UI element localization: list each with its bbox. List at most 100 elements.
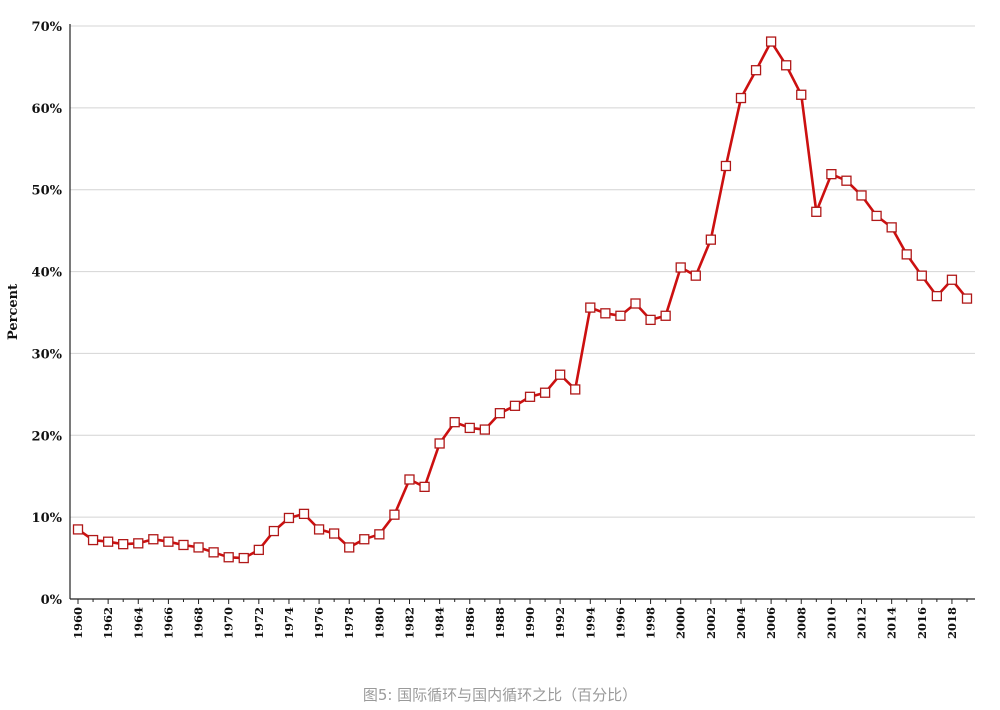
x-tick-label: 1968 — [192, 607, 206, 639]
data-point-marker — [615, 310, 626, 321]
data-point-marker — [374, 529, 385, 540]
data-point-marker — [630, 298, 641, 309]
data-point-marker — [464, 422, 475, 434]
x-tick-label: 1994 — [583, 607, 597, 639]
x-tick-label: 1976 — [312, 607, 326, 639]
x-tick-label: 1986 — [463, 607, 477, 639]
data-point-marker — [570, 384, 581, 395]
data-point-marker — [765, 36, 777, 47]
data-point-marker — [720, 160, 732, 172]
data-point-marker — [223, 552, 234, 563]
data-point-marker — [434, 438, 445, 449]
data-point-marker — [841, 175, 852, 186]
y-tick-label: 70% — [32, 20, 63, 35]
data-point-marker — [494, 408, 506, 419]
data-point-marker — [705, 234, 716, 245]
y-axis-label: Percent — [6, 284, 21, 340]
data-point-marker — [555, 369, 566, 380]
y-tick-label: 30% — [32, 347, 63, 362]
x-tick-label: 1978 — [342, 607, 356, 639]
y-tick-label: 40% — [32, 266, 63, 281]
data-point-marker — [87, 534, 99, 546]
data-point-marker — [901, 249, 912, 260]
y-tick-labels: 0% 10% 20% 30% 40% 50% 60% 70% — [32, 20, 63, 608]
data-point-marker — [600, 308, 611, 319]
x-tick-label: 2004 — [734, 607, 748, 639]
line-chart: 0% 10% 20% 30% 40% 50% 60% 70% 1960 1962 1964 1966… — [6, 20, 975, 639]
x-tick-label: 1960 — [71, 607, 85, 639]
data-point-marker — [193, 542, 204, 553]
x-tick-label: 1996 — [613, 607, 627, 639]
x-tick-label: 2010 — [824, 607, 838, 639]
series-group — [72, 36, 973, 564]
data-point-marker — [690, 270, 701, 281]
data-point-marker — [163, 536, 174, 547]
data-point-marker — [735, 92, 747, 104]
data-point-marker — [313, 524, 325, 535]
data-point-marker — [509, 400, 521, 411]
data-point-marker — [449, 417, 460, 428]
data-point-marker — [148, 534, 159, 545]
x-tick-label: 2002 — [704, 607, 718, 639]
data-point-marker — [961, 293, 973, 304]
data-point-marker — [931, 290, 943, 302]
series-line — [77, 40, 969, 560]
y-tick-label: 0% — [41, 593, 63, 608]
x-tick-label: 2006 — [764, 607, 778, 639]
data-point-marker — [102, 536, 114, 547]
data-point-marker — [811, 206, 822, 217]
data-point-marker — [404, 474, 415, 485]
data-point-marker — [750, 65, 762, 76]
x-tick-label: 1984 — [433, 607, 447, 639]
data-point-marker — [660, 310, 671, 321]
data-point-marker — [72, 524, 84, 535]
data-point-marker — [208, 547, 219, 558]
data-point-marker — [916, 270, 927, 281]
data-point-marker — [886, 222, 897, 233]
data-point-marker — [298, 508, 310, 520]
x-tick-label: 1972 — [252, 607, 266, 639]
y-tick-label: 20% — [32, 429, 63, 444]
x-tick-label: 2012 — [855, 607, 869, 639]
data-point-marker — [645, 314, 656, 326]
data-point-marker — [133, 538, 144, 549]
data-point-marker — [585, 302, 596, 313]
x-tick-label: 2014 — [885, 607, 899, 639]
x-tick-label: 1992 — [553, 607, 567, 639]
data-point-marker — [238, 552, 249, 564]
y-tick-label: 60% — [32, 102, 63, 117]
x-tick-label: 1998 — [644, 607, 658, 639]
data-point-marker — [283, 512, 295, 524]
x-tick-label: 2018 — [945, 607, 959, 639]
data-point-marker — [329, 528, 340, 539]
data-point-marker — [178, 539, 189, 551]
data-point-marker — [826, 169, 837, 180]
data-point-marker — [946, 274, 958, 285]
x-tick-labels: 1960 1962 1964 1966 1968 1970 1972 1974 1976 1978… — [71, 607, 959, 639]
x-tick-label: 2016 — [915, 607, 929, 639]
data-point-marker — [871, 210, 882, 222]
x-tick-label: 1970 — [222, 607, 236, 639]
data-point-marker — [856, 190, 867, 201]
data-point-marker — [539, 387, 551, 398]
grid-lines — [70, 25, 975, 518]
data-point-marker — [344, 542, 355, 553]
data-point-marker — [389, 509, 400, 520]
data-point-marker — [781, 60, 792, 71]
data-point-marker — [675, 262, 686, 273]
data-point-marker — [479, 424, 490, 435]
x-tick-label: 1962 — [101, 607, 115, 639]
x-tick-label: 1990 — [523, 607, 537, 639]
axes — [69, 24, 975, 604]
y-tick-label: 10% — [32, 511, 63, 526]
x-tick-label: 1988 — [493, 607, 507, 639]
figure-caption: 图5: 国际循环与国内循环之比（百分比） — [362, 686, 638, 704]
x-tick-label: 1980 — [372, 607, 386, 639]
y-tick-label: 50% — [32, 184, 63, 199]
x-tick-label: 1974 — [282, 607, 296, 639]
data-point-marker — [524, 391, 536, 402]
data-point-marker — [419, 481, 430, 493]
data-point-marker — [796, 89, 807, 100]
data-point-marker — [118, 539, 129, 550]
x-tick-label: 1966 — [161, 607, 175, 639]
